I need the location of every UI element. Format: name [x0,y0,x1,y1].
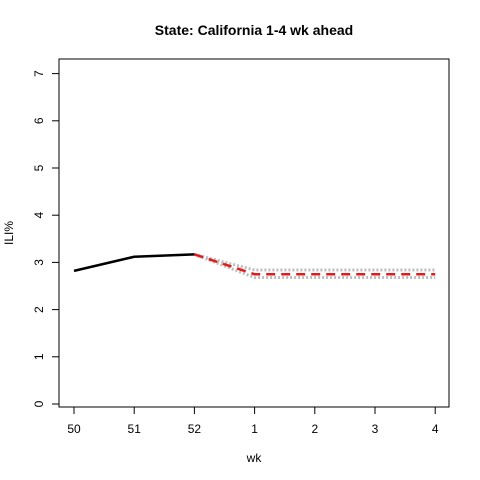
y-tick-label: 7 [32,70,46,77]
x-tick-label: 1 [251,422,258,436]
x-tick-label: 52 [188,422,202,436]
band-lower-line [193,252,436,280]
forecast-line [194,253,436,276]
y-tick-label: 2 [32,306,46,313]
plot-frame [58,58,450,408]
y-tick-label: 6 [32,117,46,124]
chart-title: State: California 1-4 wk ahead [155,22,353,38]
y-tick-label: 3 [32,259,46,266]
x-tick-label: 4 [432,422,439,436]
y-axis: 0 1 2 3 4 5 6 7 [32,70,59,407]
y-tick-label: 0 [32,400,46,407]
x-tick-label: 3 [372,422,379,436]
band-upper-line [194,252,436,272]
series-layer [73,253,436,276]
y-tick-label: 1 [32,353,46,360]
x-tick-label: 50 [67,422,81,436]
y-tick-label: 4 [32,212,46,219]
x-tick-label: 51 [128,422,142,436]
x-axis: 50 51 52 1 2 3 4 [67,407,439,436]
x-tick-label: 2 [311,422,318,436]
x-axis-label: wk [246,451,263,465]
band-layer [193,252,436,280]
y-axis-label: ILI% [2,221,16,245]
y-tick-label: 5 [32,164,46,171]
observed-line [73,253,195,273]
